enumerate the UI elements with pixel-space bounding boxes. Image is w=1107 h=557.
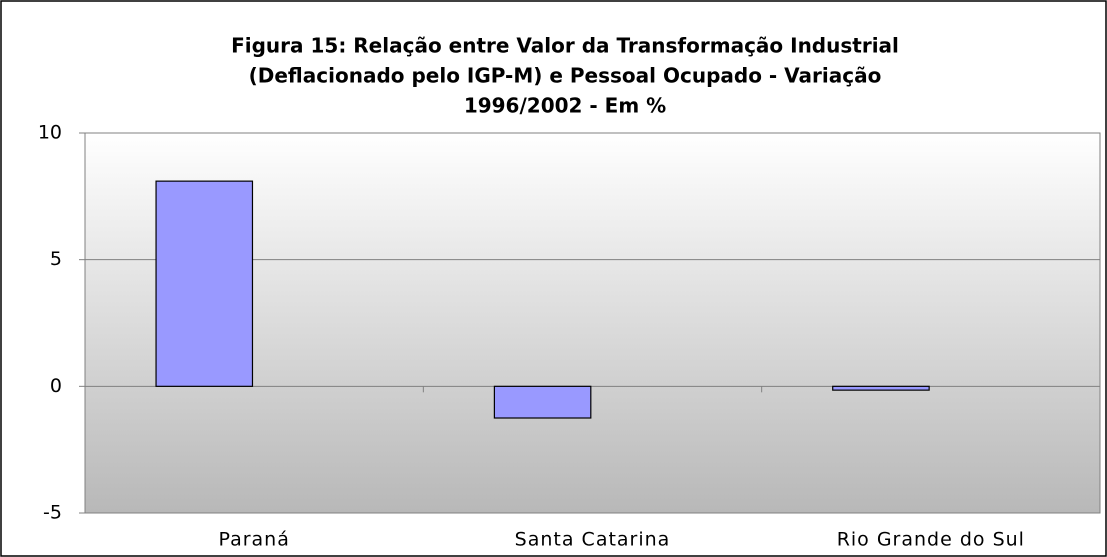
chart-title: 1996/2002 - Em %: [464, 94, 666, 118]
x-tick-label: Santa Catarina: [515, 529, 671, 551]
y-tick-label: 5: [50, 248, 62, 270]
y-tick-label: -5: [43, 502, 62, 524]
x-tick-label: Rio Grande do Sul: [837, 529, 1025, 551]
y-tick-label: 10: [38, 122, 62, 144]
chart-title: Figura 15: Relação entre Valor da Transf…: [231, 34, 899, 58]
chart-title: (Deflacionado pelo IGP-M) e Pessoal Ocup…: [249, 64, 882, 88]
plot-area: [84, 132, 1101, 514]
bar: [155, 180, 254, 387]
y-tick-label: 0: [50, 375, 62, 397]
bar: [493, 385, 592, 419]
x-tick-label: Paraná: [218, 529, 289, 551]
bar: [832, 385, 930, 391]
